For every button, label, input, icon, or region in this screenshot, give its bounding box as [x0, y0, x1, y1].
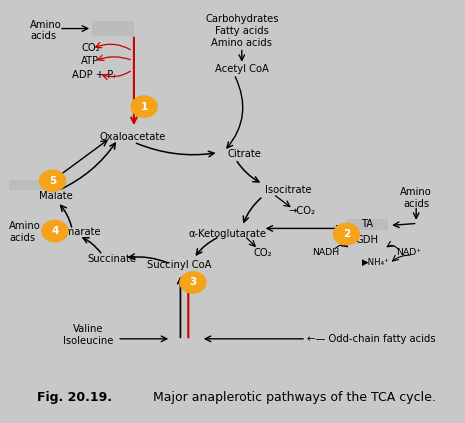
Circle shape	[180, 272, 206, 293]
Text: Valine
Isoleucine: Valine Isoleucine	[63, 324, 113, 346]
Text: Amino
acids: Amino acids	[400, 187, 432, 209]
Text: Fig. 20.19.: Fig. 20.19.	[37, 391, 112, 404]
Circle shape	[131, 96, 157, 117]
Text: Malate: Malate	[39, 191, 73, 201]
Text: Isocitrate: Isocitrate	[265, 185, 312, 195]
Text: ←— Odd-chain fatty acids: ←— Odd-chain fatty acids	[307, 334, 436, 344]
Text: Citrate: Citrate	[228, 149, 262, 159]
Text: Succinyl CoA: Succinyl CoA	[147, 260, 211, 269]
Text: Fumarate: Fumarate	[53, 227, 100, 237]
Text: Acetyl CoA: Acetyl CoA	[215, 64, 269, 74]
Text: ADP + Pᵢ: ADP + Pᵢ	[72, 70, 115, 80]
Text: NAD⁺: NAD⁺	[397, 247, 422, 256]
Text: NADH: NADH	[312, 247, 339, 256]
Text: CO₂: CO₂	[253, 248, 272, 258]
Text: Succinate: Succinate	[87, 254, 136, 264]
Text: Major anaplerotic pathways of the TCA cycle.: Major anaplerotic pathways of the TCA cy…	[153, 391, 436, 404]
Text: 1: 1	[140, 102, 148, 112]
Text: 5: 5	[49, 176, 56, 186]
Text: Amino
acids: Amino acids	[9, 221, 41, 243]
Text: ▶NH₄⁺: ▶NH₄⁺	[362, 258, 390, 267]
Text: Carbohydrates
Fatty acids
Amino acids: Carbohydrates Fatty acids Amino acids	[205, 14, 279, 48]
Text: α-Ketoglutarate: α-Ketoglutarate	[189, 229, 267, 239]
Circle shape	[40, 170, 66, 192]
Text: CO₂: CO₂	[81, 43, 100, 53]
Text: 4: 4	[51, 226, 59, 236]
Text: →CO₂: →CO₂	[288, 206, 315, 216]
Text: GDH: GDH	[356, 235, 379, 245]
Text: Amino
acids: Amino acids	[30, 19, 62, 41]
Text: 3: 3	[189, 277, 197, 288]
FancyBboxPatch shape	[92, 21, 134, 36]
FancyBboxPatch shape	[9, 180, 46, 190]
Circle shape	[42, 220, 68, 242]
Text: ATP: ATP	[81, 56, 100, 66]
Text: 2: 2	[343, 229, 350, 239]
FancyBboxPatch shape	[346, 219, 388, 230]
Text: Oxaloacetate: Oxaloacetate	[100, 132, 166, 142]
Circle shape	[333, 223, 359, 245]
Text: TA: TA	[361, 219, 373, 229]
